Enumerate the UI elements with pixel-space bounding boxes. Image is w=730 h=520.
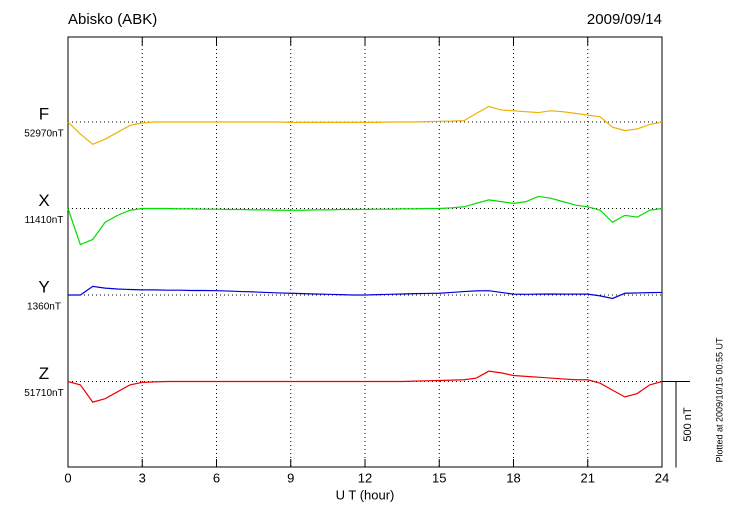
x-tick-label: 21 — [581, 470, 595, 485]
chart-date: 2009/09/14 — [587, 11, 662, 28]
scale-bar-label: 500 nT — [682, 407, 694, 442]
x-tick-label: 0 — [64, 470, 71, 485]
chart-title: Abisko (ABK) — [68, 11, 157, 28]
baseline-label: 11410nT — [25, 215, 64, 226]
x-tick-label: 9 — [287, 470, 294, 485]
baseline-label: 1360nT — [27, 302, 61, 313]
x-tick-label: 15 — [432, 470, 446, 485]
x-tick-label: 12 — [358, 470, 372, 485]
series-line — [67, 195, 663, 246]
series-line — [67, 370, 663, 403]
x-tick-label: 3 — [139, 470, 146, 485]
series-line — [67, 105, 663, 146]
x-axis-label: U T (hour) — [336, 487, 395, 502]
x-tick-label: 6 — [213, 470, 220, 485]
x-tick-label: 24 — [655, 470, 669, 485]
baseline-label: 52970nT — [24, 129, 63, 140]
series-name: F — [39, 104, 49, 123]
series-name: Y — [38, 277, 49, 296]
x-tick-label: 18 — [506, 470, 520, 485]
series-name: Z — [39, 364, 49, 383]
series-name: X — [38, 191, 49, 210]
series-line — [68, 285, 663, 300]
footnote: Plotted at 2009/10/15 00:55 UT — [714, 337, 724, 463]
baseline-label: 51710nT — [24, 388, 63, 399]
